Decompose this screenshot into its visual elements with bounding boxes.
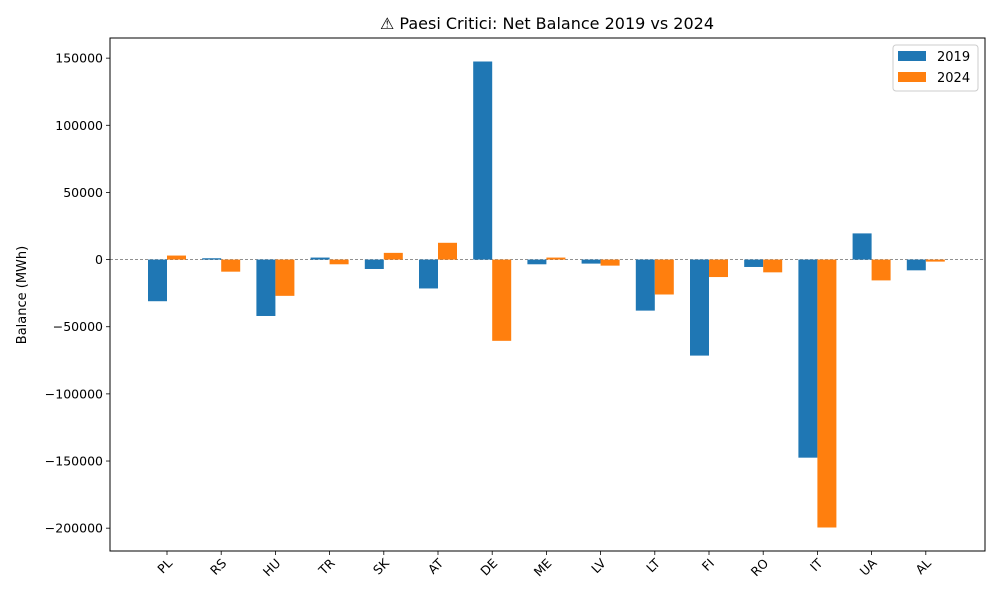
bar-2024-HU	[275, 259, 295, 296]
legend-swatch-2024	[898, 72, 926, 82]
bar-2024-DE	[492, 259, 512, 341]
y-tick-label: −150000	[45, 454, 103, 469]
bar-2024-LT	[654, 259, 674, 295]
bar-2019-PL	[148, 259, 167, 302]
bar-2019-AL	[906, 259, 926, 271]
bar-2024-RO	[763, 259, 783, 273]
chart-title: ⚠ Paesi Critici: Net Balance 2019 vs 202…	[380, 14, 714, 33]
bar-2024-PL	[167, 255, 186, 260]
bar-2024-AL	[925, 259, 945, 262]
bar-2019-RO	[744, 259, 764, 267]
y-tick-label: 150000	[55, 51, 103, 66]
bar-2024-UA	[871, 259, 891, 281]
bar-2024-SK	[383, 252, 403, 260]
bar-2019-UA	[852, 233, 872, 260]
legend-swatch-2019	[898, 51, 926, 61]
bar-2019-HU	[256, 259, 276, 316]
bar-2019-RS	[202, 258, 222, 260]
bar-2019-TR	[310, 257, 330, 260]
plot-frame	[109, 37, 986, 552]
bar-2019-ME	[527, 259, 547, 265]
bar-2024-AT	[438, 242, 457, 260]
bar-2024-RS	[221, 259, 241, 272]
legend-label: 2019	[937, 50, 970, 65]
bar-2019-LT	[635, 259, 655, 311]
bar-2024-FI	[709, 259, 728, 278]
bar-2019-DE	[473, 61, 493, 260]
bar-2024-IT	[817, 259, 837, 528]
y-tick-label: −50000	[53, 319, 103, 334]
legend-label: 2024	[937, 71, 970, 86]
bar-2019-AT	[419, 259, 438, 289]
bar-2019-LV	[581, 259, 601, 264]
bar-2024-ME	[546, 257, 566, 260]
bar-2019-IT	[798, 259, 818, 458]
y-tick-label: 50000	[63, 185, 103, 200]
y-tick-label: 100000	[55, 118, 103, 133]
y-tick-label: −100000	[45, 386, 103, 401]
bar-2024-LV	[600, 259, 620, 266]
legend: 2019 2024	[892, 44, 979, 92]
y-axis-title: Balance (MWh)	[15, 246, 30, 344]
bar-2019-FI	[690, 259, 709, 356]
bar-2019-SK	[364, 259, 384, 269]
y-tick-label: 0	[95, 252, 103, 267]
y-tick-label: −200000	[45, 521, 103, 536]
bar-2024-TR	[329, 259, 349, 265]
